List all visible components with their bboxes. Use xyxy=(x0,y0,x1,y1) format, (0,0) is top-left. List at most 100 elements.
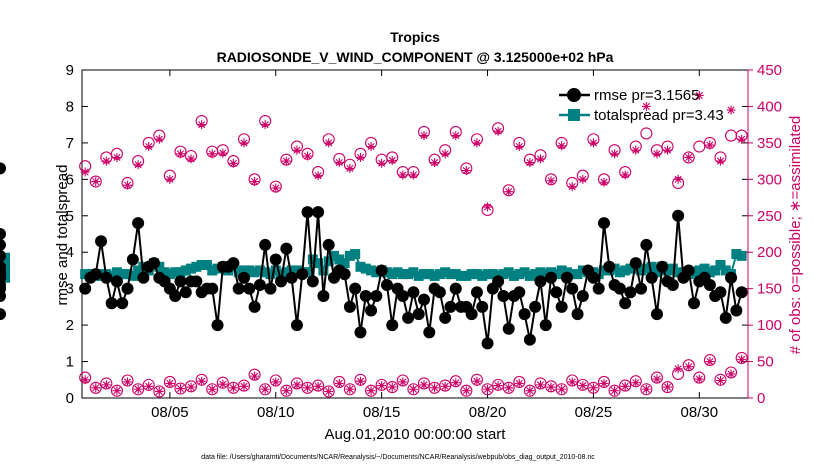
obs-assimilated-point xyxy=(303,151,313,161)
obs-assimilated-point xyxy=(398,170,408,180)
rmse-point xyxy=(354,326,367,339)
obs-assimilated-point xyxy=(705,357,715,367)
obs-assimilated-point xyxy=(281,156,291,166)
obs-assimilated-point xyxy=(715,376,725,386)
obs-assimilated-point xyxy=(175,149,185,159)
rmse-point xyxy=(312,206,325,219)
totalspread-point xyxy=(355,261,366,272)
obs-assimilated-point xyxy=(588,138,598,148)
obs-possible-point xyxy=(322,385,335,398)
totalspread-point xyxy=(593,269,604,280)
obs-assimilated-point xyxy=(567,377,577,387)
y2-tick-label: 0 xyxy=(757,390,765,407)
totalspread-point xyxy=(80,269,91,280)
rmse-point xyxy=(449,282,462,295)
obs-assimilated-point xyxy=(218,379,228,389)
obs-possible-point xyxy=(312,379,325,392)
rmse-point xyxy=(365,304,378,317)
obs-assimilated-point xyxy=(260,120,270,130)
obs-assimilated-point xyxy=(292,380,302,390)
obs-assimilated-point xyxy=(250,177,260,187)
totalspread-point xyxy=(122,269,133,280)
rmse-point xyxy=(95,235,108,248)
totalspread-point xyxy=(339,258,350,269)
x-tick-label: 08/20 xyxy=(469,404,507,421)
totalspread-point xyxy=(111,267,122,278)
rmse-point xyxy=(497,289,510,302)
totalspread-point xyxy=(567,269,578,280)
rmse-point xyxy=(306,275,319,288)
obs-assimilated-point xyxy=(355,152,365,162)
obs-assimilated-point xyxy=(133,160,143,170)
rmse-point xyxy=(301,206,314,219)
rmse-point xyxy=(576,289,589,302)
obs-possible-point xyxy=(555,383,568,396)
obs-assimilated-point xyxy=(144,381,154,391)
rmse-point xyxy=(619,297,632,310)
rmse-point xyxy=(264,282,277,295)
totalspread-point xyxy=(440,267,451,278)
obs-assimilated-point xyxy=(197,376,207,386)
obs-assimilated-point xyxy=(557,141,567,151)
totalspread-point xyxy=(387,269,398,280)
totalspread-point xyxy=(323,256,334,267)
y2-tick-label: 350 xyxy=(757,135,782,152)
rmse-point xyxy=(666,279,679,292)
obs-assimilated-point xyxy=(112,386,122,396)
rmse-point xyxy=(714,286,727,299)
rmse-point xyxy=(688,297,700,310)
obs-possible-point xyxy=(460,384,473,397)
totalspread-point xyxy=(127,270,138,281)
rmse-point xyxy=(592,282,605,295)
footnote: data file: /Users/gharamti/Documents/NCA… xyxy=(201,454,595,461)
y2-tick-label: 300 xyxy=(757,171,782,188)
rmse-point xyxy=(79,282,92,295)
totalspread-point xyxy=(514,269,525,280)
obs-assimilated-point xyxy=(472,138,482,148)
legend: rmse pr=3.1565 totalspread pr=3.43 xyxy=(559,87,724,124)
obs-assimilated-point xyxy=(133,384,143,394)
y2-tick-label: 200 xyxy=(757,244,782,261)
totalspread-point xyxy=(636,265,647,276)
rmse-point xyxy=(412,308,425,321)
obs-assimilated-point xyxy=(557,384,567,394)
rmse-point xyxy=(513,286,526,299)
rmse-point xyxy=(640,238,653,251)
obs-assimilated-point xyxy=(620,381,630,391)
obs-assimilated-point xyxy=(631,145,641,155)
rmse-point xyxy=(550,286,563,299)
obs-assimilated-point xyxy=(694,91,704,101)
rmse-point xyxy=(290,319,303,332)
y-tick-label: 8 xyxy=(66,98,74,115)
obs-assimilated-point xyxy=(91,177,101,187)
totalspread-point xyxy=(424,269,435,280)
obs-assimilated-point xyxy=(514,142,524,152)
totalspread-point xyxy=(360,263,371,274)
totalspread-point xyxy=(334,254,345,265)
obs-assimilated-point xyxy=(271,377,281,387)
obs-possible-point xyxy=(185,380,198,393)
rmse-point xyxy=(523,333,536,346)
totalspread-point xyxy=(413,270,424,281)
obs-assimilated-point xyxy=(641,101,651,111)
totalspread-point xyxy=(710,265,721,276)
y2-tick-label: 100 xyxy=(757,317,782,334)
totalspread-point xyxy=(736,250,747,261)
totalspread-point xyxy=(201,259,212,270)
rmse-point xyxy=(656,260,669,273)
totalspread-point xyxy=(276,269,287,280)
rmse-point xyxy=(110,275,123,288)
obs-possible-point xyxy=(343,383,356,396)
rmse-point xyxy=(682,264,695,277)
rmse-point xyxy=(730,304,743,317)
obs-assimilated-point xyxy=(599,378,609,388)
obs-assimilated-point xyxy=(101,380,111,390)
obs-assimilated-point xyxy=(123,180,133,190)
rmse-point xyxy=(481,337,494,350)
totalspread-point xyxy=(540,269,551,280)
totalspread-point xyxy=(599,265,609,276)
obs-assimilated-point xyxy=(228,158,238,168)
totalspread-point xyxy=(572,269,583,280)
obs-assimilated-point xyxy=(260,384,270,394)
totalspread-point xyxy=(662,265,673,276)
